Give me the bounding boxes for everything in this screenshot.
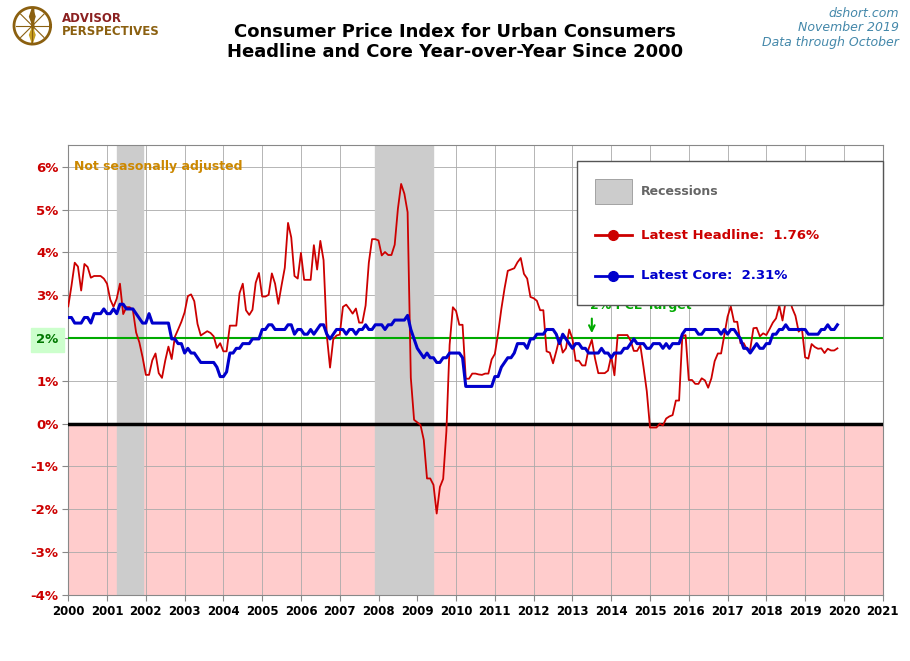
Text: PERSPECTIVES: PERSPECTIVES	[62, 25, 159, 38]
Text: Recessions: Recessions	[641, 185, 718, 198]
Text: Latest Headline:  1.76%: Latest Headline: 1.76%	[641, 229, 819, 242]
Text: Data through October: Data through October	[763, 36, 899, 49]
Text: Headline and Core Year-over-Year Since 2000: Headline and Core Year-over-Year Since 2…	[227, 43, 683, 61]
Text: dshort.com: dshort.com	[829, 7, 899, 20]
Text: Not seasonally adjusted: Not seasonally adjusted	[74, 161, 243, 173]
Polygon shape	[29, 9, 35, 24]
Polygon shape	[29, 28, 35, 43]
Bar	[116, 145, 143, 595]
Text: ADVISOR: ADVISOR	[62, 12, 122, 25]
Text: Latest Core:  2.31%: Latest Core: 2.31%	[641, 269, 787, 282]
Text: 2% PCE Target: 2% PCE Target	[590, 299, 692, 313]
Text: November 2019: November 2019	[798, 21, 899, 34]
Bar	[375, 145, 433, 595]
FancyBboxPatch shape	[577, 161, 883, 305]
FancyBboxPatch shape	[595, 179, 632, 204]
Text: Consumer Price Index for Urban Consumers: Consumer Price Index for Urban Consumers	[234, 23, 676, 41]
